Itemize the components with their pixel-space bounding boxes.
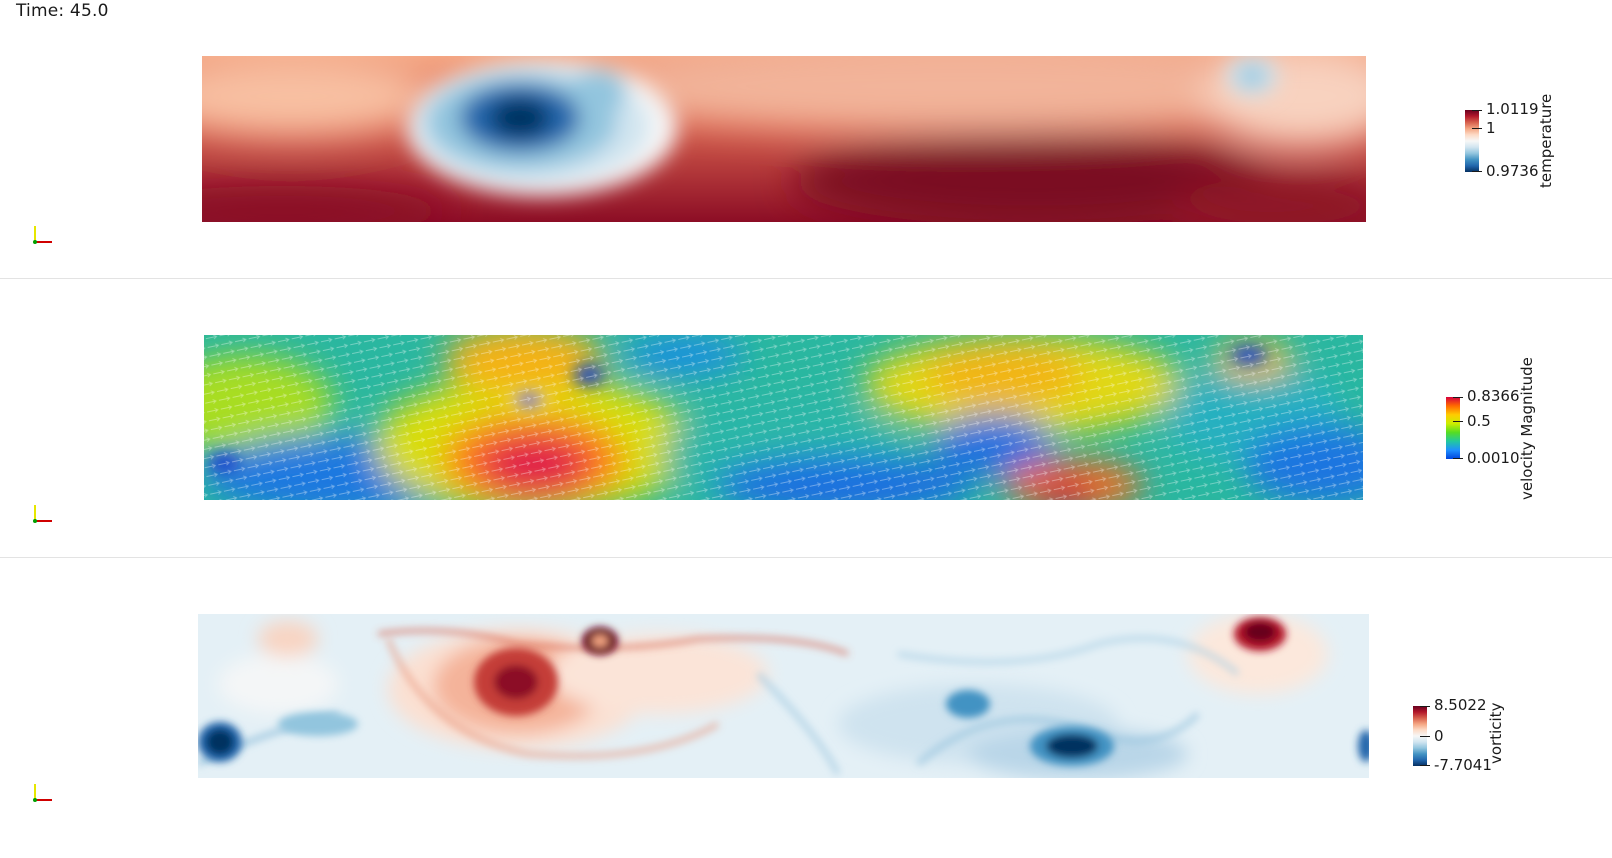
colorbar-mid-label: 1 <box>1486 119 1496 137</box>
orientation-axes-icon <box>33 226 52 244</box>
colorbar-title: velocity Magnitude <box>1518 357 1536 500</box>
colorbar-min-label: 0.9736 <box>1486 162 1539 180</box>
colorbar-max-label: 8.5022 <box>1434 696 1487 714</box>
velocity-view[interactable]: 0.8366 0.5 0.0010 velocity Magnitude <box>0 279 1612 557</box>
colorbar-max-label: 1.0119 <box>1486 100 1539 118</box>
colorbar-mid-label: 0.5 <box>1467 412 1491 430</box>
tick-mark <box>1420 736 1430 737</box>
temperature-colorbar <box>1465 110 1479 172</box>
colorbar-max-label: 0.8366 <box>1467 387 1520 405</box>
colorbar-title: temperature <box>1537 93 1555 188</box>
tick-mark <box>1472 171 1482 172</box>
tick-mark <box>1453 421 1463 422</box>
colorbar-min-label: -7.7041 <box>1434 756 1492 774</box>
panel-divider <box>0 557 1612 558</box>
tick-mark <box>1472 110 1482 111</box>
vorticity-view[interactable]: 8.5022 0 -7.7041 vorticity <box>0 558 1612 836</box>
tick-mark <box>1420 765 1430 766</box>
orientation-axes-icon <box>33 505 52 523</box>
colorbar-mid-label: 0 <box>1434 727 1444 745</box>
tick-mark <box>1472 128 1482 129</box>
colorbar-title: vorticity <box>1487 702 1505 764</box>
time-label: Time: 45.0 <box>16 1 109 21</box>
vorticity-field <box>198 614 1369 778</box>
temperature-field <box>202 56 1366 222</box>
temperature-view[interactable]: 1.0119 1 0.9736 temperature <box>0 0 1612 278</box>
velocity-colorbar <box>1446 397 1460 459</box>
tick-mark <box>1453 397 1463 398</box>
panel-divider <box>0 278 1612 279</box>
tick-mark <box>1420 706 1430 707</box>
velocity-field <box>204 335 1363 500</box>
tick-mark <box>1453 458 1463 459</box>
colorbar-min-label: 0.0010 <box>1467 449 1520 467</box>
orientation-axes-icon <box>33 784 52 802</box>
